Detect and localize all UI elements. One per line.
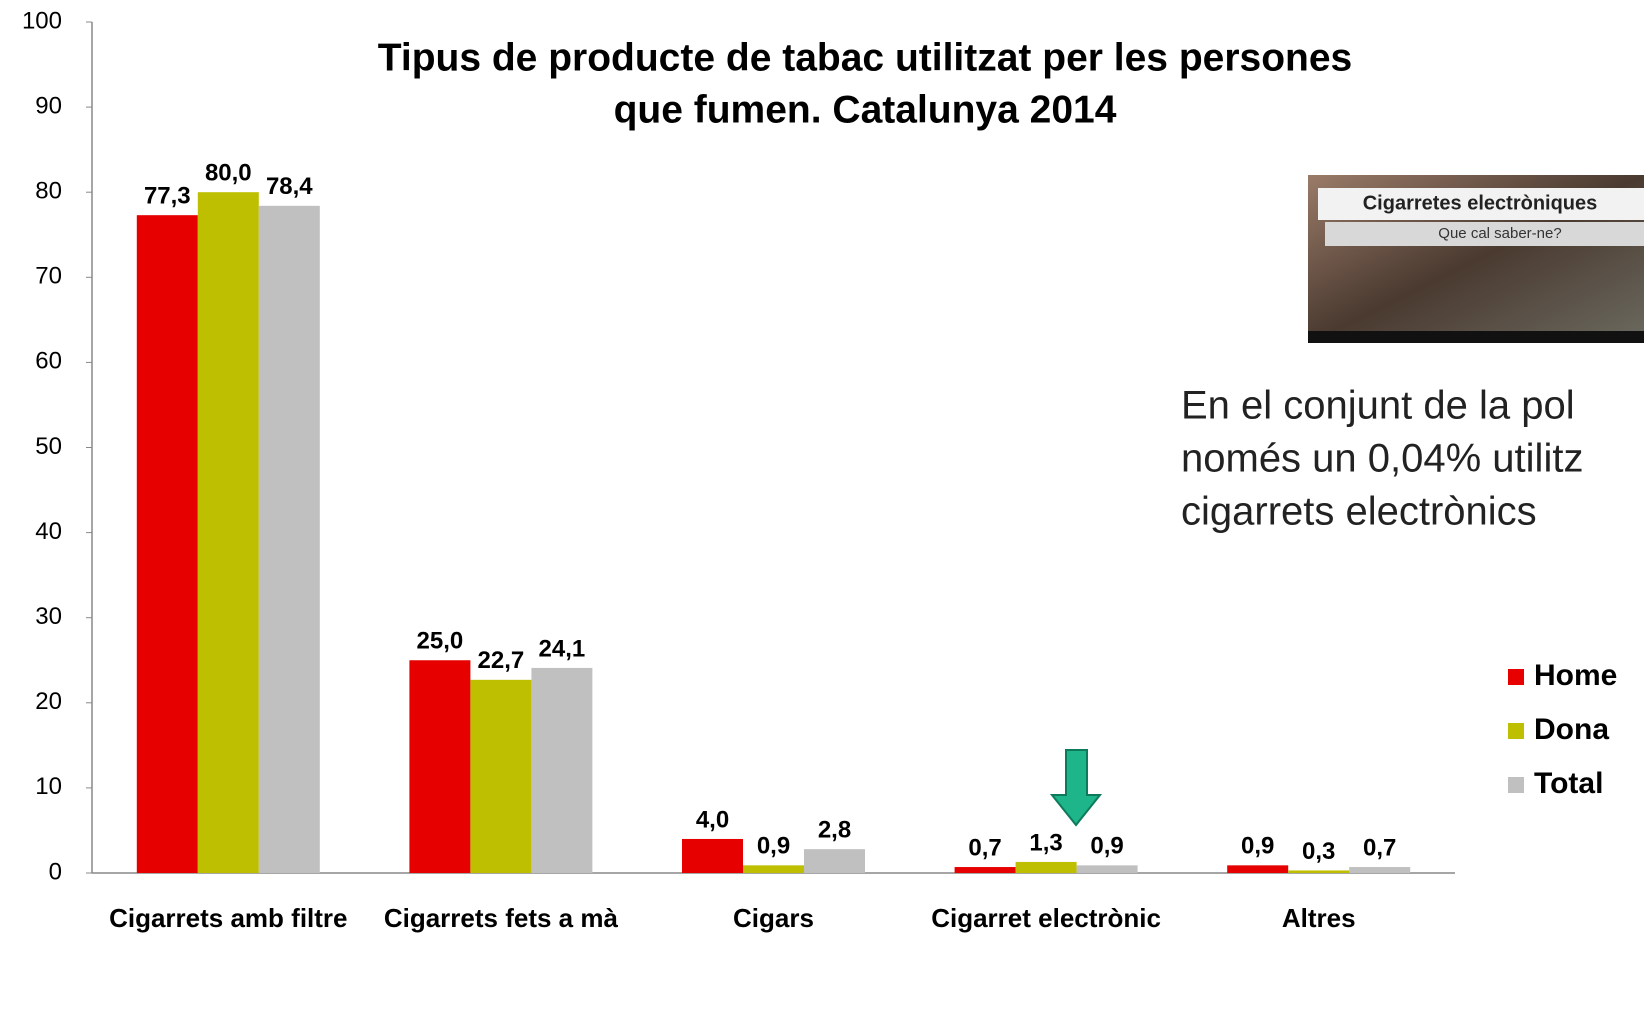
- thumbnail-subtitle: Que cal saber-ne?: [1438, 225, 1561, 242]
- bar: [470, 680, 531, 873]
- y-tick-label: 60: [35, 348, 62, 375]
- bar: [804, 849, 865, 873]
- x-tick-label: Altres: [1194, 903, 1444, 933]
- y-tick-label: 100: [22, 7, 62, 34]
- y-tick-label: 10: [35, 773, 62, 800]
- y-tick-label: 20: [35, 688, 62, 715]
- thumbnail[interactable]: Cigarretes electròniques Que cal saber-n…: [1308, 175, 1644, 343]
- x-tick-label: Cigarret electrònic: [921, 903, 1171, 933]
- data-label: 0,9: [757, 833, 790, 860]
- annotation: En el conjunt de la pol: [1181, 384, 1575, 428]
- data-label: 4,0: [696, 806, 729, 833]
- bar: [682, 839, 743, 873]
- x-tick-label: Cigars: [649, 903, 899, 933]
- bar: [409, 660, 470, 873]
- thumbnail-title: Cigarretes electròniques: [1363, 192, 1598, 214]
- y-tick-label: 90: [35, 92, 62, 119]
- data-label: 22,7: [478, 647, 525, 674]
- bar: [1077, 865, 1138, 873]
- chart-title: que fumen. Catalunya 2014: [614, 88, 1117, 131]
- data-label: 1,3: [1029, 829, 1062, 856]
- legend-label: Home: [1534, 659, 1617, 692]
- data-label: 25,0: [417, 628, 464, 655]
- legend-swatch: [1508, 777, 1524, 793]
- data-label: 0,3: [1302, 838, 1335, 865]
- x-tick-label: Cigarrets fets a mà: [376, 903, 626, 933]
- y-tick-label: 50: [35, 433, 62, 460]
- data-label: 0,7: [968, 834, 1001, 861]
- y-tick-label: 30: [35, 603, 62, 630]
- y-tick-label: 80: [35, 178, 62, 205]
- bar: [198, 192, 259, 873]
- bar: [955, 867, 1016, 873]
- data-label: 80,0: [205, 160, 252, 187]
- arrow: [1052, 750, 1100, 825]
- data-label: 2,8: [818, 817, 851, 844]
- thumbnail-controls: [1308, 331, 1644, 343]
- chart: Cigarretes electròniques Que cal saber-n…: [0, 0, 1644, 1012]
- y-tick-label: 0: [49, 858, 62, 885]
- legend-label: Dona: [1534, 713, 1609, 746]
- y-tick-label: 40: [35, 518, 62, 545]
- bar: [1016, 862, 1077, 873]
- bar: [1349, 867, 1410, 873]
- bar: [1288, 870, 1349, 873]
- bar: [137, 215, 198, 873]
- bar: [743, 865, 804, 873]
- data-label: 78,4: [266, 173, 313, 200]
- data-label: 24,1: [539, 635, 586, 662]
- data-label: 77,3: [144, 183, 191, 210]
- data-label: 0,7: [1363, 834, 1396, 861]
- y-tick-label: 70: [35, 263, 62, 290]
- legend-label: Total: [1534, 767, 1603, 800]
- page: Cigarretes electròniques Que cal saber-n…: [0, 0, 1644, 1012]
- annotation: cigarrets electrònics: [1181, 490, 1537, 534]
- data-label: 0,9: [1090, 833, 1123, 860]
- bar: [531, 668, 592, 873]
- x-tick-label: Cigarrets amb filtre: [103, 903, 353, 933]
- bar: [259, 206, 320, 873]
- annotation: només un 0,04% utilitz: [1181, 437, 1583, 481]
- legend-swatch: [1508, 723, 1524, 739]
- legend-swatch: [1508, 669, 1524, 685]
- bar: [1227, 865, 1288, 873]
- data-label: 0,9: [1241, 833, 1274, 860]
- chart-title: Tipus de producte de tabac utilitzat per…: [378, 36, 1353, 79]
